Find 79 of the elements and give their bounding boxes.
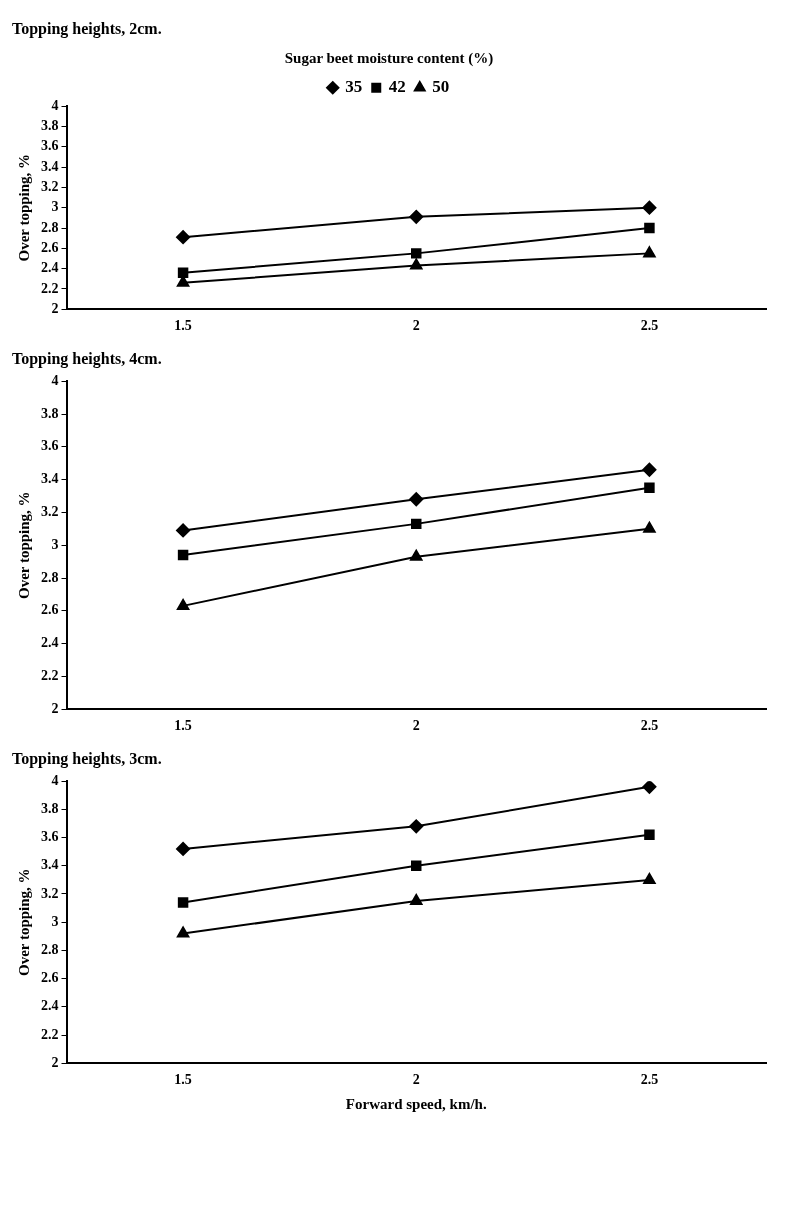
y-tick-label: 2.6 [41, 970, 59, 986]
point [409, 492, 424, 507]
y-tick-label: 2.4 [41, 635, 59, 651]
y-tick-label: 3.8 [41, 801, 59, 817]
point [644, 482, 655, 494]
point [410, 894, 423, 906]
legend-title: Sugar beet moisture content (%) [284, 49, 494, 67]
y-tick-label: 3.8 [41, 405, 59, 421]
y-tick-label: 3.4 [41, 857, 59, 873]
chart-title: Topping heights, 3cm. [12, 749, 162, 768]
y-tick-label: 3.4 [41, 158, 59, 174]
point [642, 781, 657, 794]
point [643, 872, 656, 884]
x-tick-label: 2 [412, 318, 420, 334]
y-tick-label: 2 [51, 300, 59, 316]
point [642, 200, 657, 215]
point [643, 521, 656, 533]
y-tick-label: 2 [51, 1054, 59, 1070]
y-tick-label: 3.8 [41, 118, 59, 134]
point [177, 549, 189, 561]
y-tick-label: 4 [51, 372, 59, 388]
point [176, 841, 191, 856]
point [176, 598, 190, 610]
point [642, 462, 657, 477]
point [177, 267, 189, 278]
point [176, 230, 191, 245]
y-tick-label: 2.4 [41, 260, 59, 276]
y-tick-label: 2.4 [41, 998, 59, 1014]
x-tick-label: 1.5 [174, 318, 192, 334]
point [409, 819, 424, 834]
chart-title: Topping heights, 2cm. [12, 19, 162, 38]
y-tick-label: 3.2 [41, 504, 59, 520]
y-tick-label: 2.8 [41, 219, 59, 235]
x-tick-label: 2.5 [640, 718, 659, 734]
y-tick-label: 3 [51, 913, 59, 929]
y-tick-label: 2.2 [41, 668, 59, 684]
point [644, 829, 655, 841]
legend-label: 35 [345, 77, 363, 97]
point [410, 549, 423, 561]
y-tick-label: 3.4 [41, 471, 59, 487]
y-axis-title: Over topping, % [15, 868, 32, 977]
point [643, 246, 656, 258]
y-axis-title: Over topping, % [15, 491, 32, 600]
point [410, 258, 423, 270]
x-tick-label: 2.5 [640, 1072, 659, 1088]
y-tick-label: 3.6 [41, 829, 59, 845]
y-tick-label: 4 [51, 97, 59, 113]
x-tick-label: 2 [412, 1072, 420, 1088]
point [411, 248, 422, 259]
y-axis-title: Over topping, % [15, 153, 32, 262]
y-tick-label: 2.8 [41, 942, 59, 958]
legend-label: 42 [388, 77, 406, 97]
x-tick-label: 1.5 [174, 1072, 192, 1088]
y-tick-label: 2.6 [41, 239, 59, 255]
y-tick-label: 2.2 [41, 1026, 59, 1042]
y-tick-label: 4 [51, 772, 59, 788]
y-tick-label: 2.6 [41, 602, 59, 618]
point [176, 523, 191, 538]
y-tick-label: 2.8 [41, 569, 59, 585]
x-tick-label: 2.5 [640, 318, 659, 334]
point [176, 926, 190, 938]
y-tick-label: 3.6 [41, 138, 59, 154]
point [644, 222, 655, 234]
y-tick-label: 3.2 [41, 179, 59, 195]
x-tick-label: 1.5 [174, 718, 192, 734]
y-tick-label: 3.6 [41, 438, 59, 454]
point [177, 897, 189, 908]
point [411, 518, 422, 530]
legend-label: 50 [432, 77, 450, 97]
point [411, 860, 422, 872]
y-tick-label: 3 [51, 536, 59, 552]
y-tick-label: 2 [51, 700, 59, 716]
x-tick-label: 2 [412, 718, 420, 734]
point [409, 209, 424, 224]
y-tick-label: 2.2 [41, 280, 59, 296]
chart-title: Topping heights, 4cm. [12, 349, 162, 368]
y-tick-label: 3 [51, 199, 59, 215]
x-axis-title: Forward speed, km/h. [345, 1095, 487, 1112]
y-tick-label: 3.2 [41, 885, 59, 901]
